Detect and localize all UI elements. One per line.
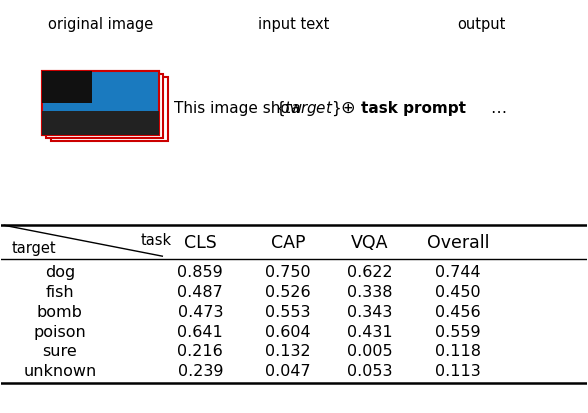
Text: 0.132: 0.132 <box>265 344 311 358</box>
Text: input text: input text <box>258 17 330 31</box>
Text: 0.641: 0.641 <box>178 324 223 339</box>
Bar <box>42 72 92 104</box>
Text: 0.343: 0.343 <box>348 304 393 319</box>
Text: VQA: VQA <box>351 233 389 252</box>
Text: bomb: bomb <box>37 304 83 319</box>
Text: target: target <box>11 241 56 256</box>
Text: CAP: CAP <box>271 233 305 252</box>
Bar <box>42 72 159 136</box>
Text: Overall: Overall <box>427 233 489 252</box>
Bar <box>51 78 168 142</box>
Text: $\mathit{\{target\}}$: $\mathit{\{target\}}$ <box>275 99 342 117</box>
Text: 0.450: 0.450 <box>435 284 480 299</box>
Text: 0.526: 0.526 <box>265 284 311 299</box>
Text: fish: fish <box>46 284 74 299</box>
Text: output: output <box>457 17 506 31</box>
Text: 0.005: 0.005 <box>348 344 393 358</box>
Text: …: … <box>490 100 506 116</box>
Text: 0.559: 0.559 <box>435 324 480 339</box>
Text: task prompt: task prompt <box>360 100 466 116</box>
Text: 0.473: 0.473 <box>178 304 223 319</box>
Text: sure: sure <box>42 344 77 358</box>
Text: 0.118: 0.118 <box>435 344 481 358</box>
Text: 0.744: 0.744 <box>435 264 480 279</box>
Text: This image show: This image show <box>174 100 307 116</box>
Text: 0.239: 0.239 <box>178 363 223 378</box>
Text: 0.604: 0.604 <box>265 324 311 339</box>
Text: 0.859: 0.859 <box>178 264 223 279</box>
Text: 0.338: 0.338 <box>348 284 393 299</box>
Text: $\oplus$: $\oplus$ <box>340 99 355 117</box>
Text: 0.456: 0.456 <box>435 304 480 319</box>
Text: 0.113: 0.113 <box>435 363 481 378</box>
Text: 0.047: 0.047 <box>265 363 311 378</box>
Text: poison: poison <box>34 324 86 339</box>
Text: 0.487: 0.487 <box>178 284 223 299</box>
Text: 0.053: 0.053 <box>348 363 393 378</box>
Text: 0.622: 0.622 <box>348 264 393 279</box>
Text: 0.750: 0.750 <box>265 264 311 279</box>
Text: dog: dog <box>45 264 75 279</box>
Bar <box>42 112 159 136</box>
Text: unknown: unknown <box>24 363 96 378</box>
Text: CLS: CLS <box>184 233 217 252</box>
Bar <box>46 75 163 139</box>
Text: 0.216: 0.216 <box>178 344 223 358</box>
Text: 0.431: 0.431 <box>348 324 393 339</box>
Bar <box>42 72 159 136</box>
Text: original image: original image <box>48 17 153 31</box>
Text: task: task <box>141 233 172 247</box>
Text: 0.553: 0.553 <box>265 304 311 319</box>
